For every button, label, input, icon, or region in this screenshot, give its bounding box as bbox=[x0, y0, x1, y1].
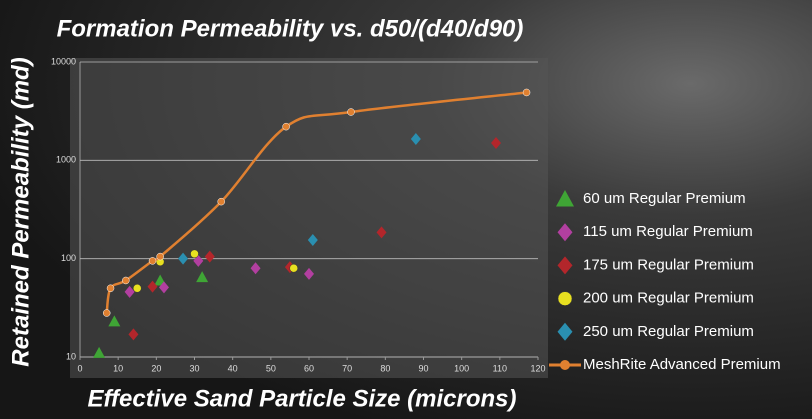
point bbox=[178, 252, 189, 265]
legend-label: 175 um Regular Premium bbox=[583, 256, 754, 273]
point bbox=[250, 262, 261, 275]
point bbox=[122, 276, 130, 285]
x-tick-label: 120 bbox=[530, 363, 545, 373]
point bbox=[289, 263, 298, 273]
y-tick-label: 10000 bbox=[51, 56, 76, 66]
legend-swatch bbox=[557, 291, 573, 306]
point bbox=[304, 267, 314, 280]
x-tick-label: 30 bbox=[189, 363, 199, 373]
point bbox=[196, 271, 209, 283]
legend-swatch bbox=[556, 190, 574, 207]
point bbox=[376, 226, 387, 239]
plot-background bbox=[70, 58, 548, 378]
x-tick-label: 50 bbox=[266, 363, 276, 373]
legend-label: MeshRite Advanced Premium bbox=[583, 356, 781, 373]
point bbox=[148, 257, 157, 265]
point bbox=[102, 309, 111, 317]
point bbox=[522, 88, 531, 97]
point bbox=[124, 285, 135, 298]
legend-label: 115 um Regular Premium bbox=[583, 223, 753, 240]
point bbox=[147, 280, 158, 293]
x-axis-label: Effective Sand Particle Size (microns) bbox=[87, 385, 516, 412]
x-tick-label: 40 bbox=[228, 363, 238, 373]
point bbox=[410, 132, 421, 145]
x-tick-label: 60 bbox=[304, 363, 314, 373]
x-tick-label: 80 bbox=[380, 363, 390, 373]
point bbox=[282, 122, 290, 131]
point bbox=[307, 233, 318, 246]
legend-swatch bbox=[557, 223, 573, 242]
legend-label: 60 um Regular Premium bbox=[583, 190, 746, 207]
y-tick-label: 100 bbox=[61, 253, 76, 263]
legend-label: 200 um Regular Premium bbox=[583, 290, 754, 307]
y-tick-label: 10 bbox=[66, 351, 76, 361]
point bbox=[217, 197, 225, 206]
point bbox=[128, 328, 139, 341]
legend-swatch bbox=[557, 322, 573, 341]
x-tick-label: 100 bbox=[454, 363, 469, 373]
point bbox=[204, 250, 215, 263]
x-tick-label: 10 bbox=[113, 363, 123, 373]
point bbox=[347, 108, 355, 116]
legend-label: 250 um Regular Premium bbox=[583, 323, 754, 340]
y-axis-label: Retained Permeability (md) bbox=[7, 57, 34, 366]
point bbox=[93, 346, 106, 358]
point bbox=[158, 281, 169, 294]
x-tick-label: 90 bbox=[418, 363, 428, 373]
x-tick-label: 0 bbox=[77, 363, 82, 373]
legend-swatch bbox=[560, 360, 570, 370]
x-tick-label: 110 bbox=[493, 363, 507, 373]
x-tick-label: 70 bbox=[342, 363, 352, 373]
point bbox=[133, 284, 142, 293]
point bbox=[190, 249, 199, 259]
point bbox=[106, 284, 115, 293]
point bbox=[108, 315, 121, 327]
x-tick-label: 20 bbox=[151, 363, 161, 373]
point bbox=[491, 137, 502, 150]
legend-swatch bbox=[557, 256, 573, 275]
y-tick-label: 1000 bbox=[56, 155, 76, 165]
chart-title: Formation Permeability vs. d50/(d40/d90) bbox=[57, 15, 524, 42]
point bbox=[156, 252, 164, 261]
